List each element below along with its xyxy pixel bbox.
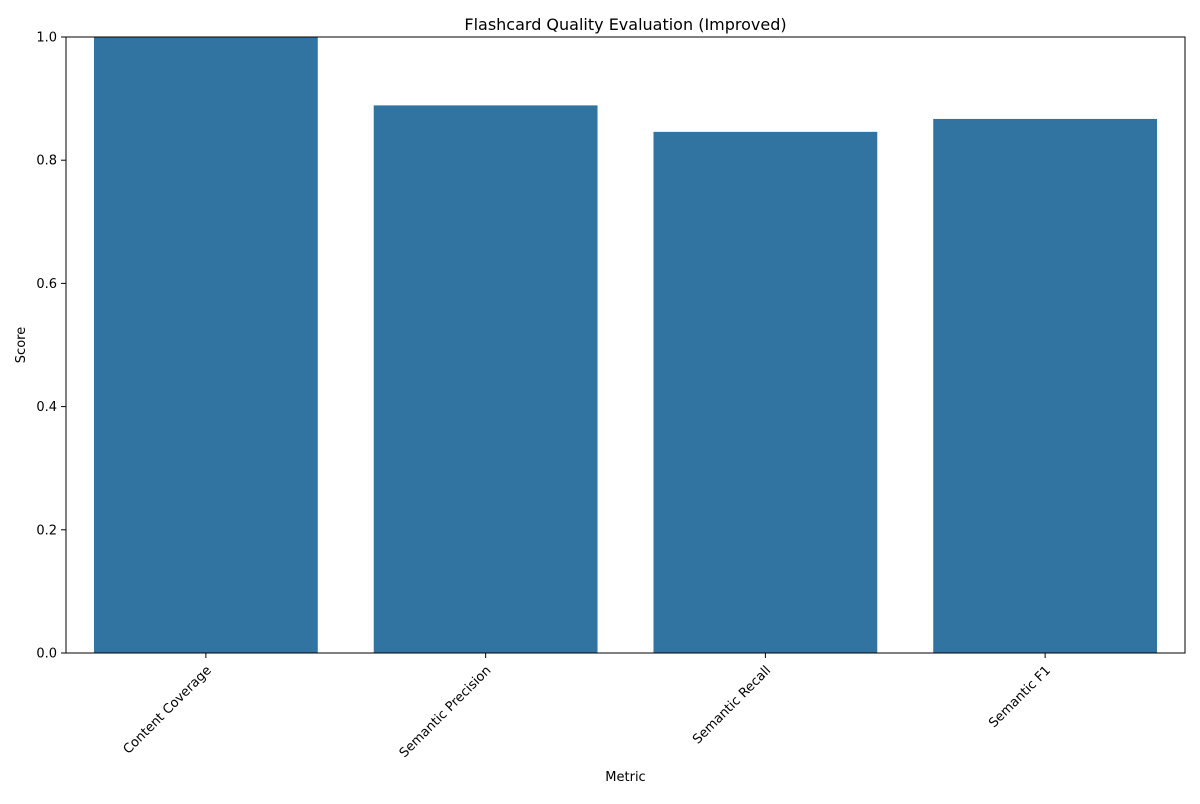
bar-semantic-precision (373, 105, 598, 653)
bar-semantic-recall (653, 131, 878, 654)
y-tick-label: 0.6 (36, 277, 57, 292)
x-tick-label: Semantic Precision (397, 663, 495, 761)
y-tick-label: 0.4 (36, 400, 57, 415)
x-axis-label: Metric (605, 770, 645, 785)
x-axis: Content Coverage Semantic Precision Semant… (121, 653, 1054, 761)
x-tick-label: Content Coverage (121, 663, 215, 757)
x-tick-label: Semantic F1 (986, 663, 1054, 731)
bar-content-coverage (93, 37, 318, 653)
y-axis-label: Score (14, 327, 29, 363)
bars-group (93, 37, 1158, 654)
plot-frame (65, 36, 1186, 654)
x-tick-label: Semantic Recall (690, 663, 774, 747)
y-tick-label: 0.8 (36, 154, 57, 169)
y-axis: 0.0 0.2 0.4 0.6 0.8 1.0 (36, 31, 66, 662)
y-tick-label: 0.2 (36, 523, 57, 538)
y-tick-label: 1.0 (36, 31, 57, 46)
chart-title: Flashcard Quality Evaluation (Improved) (464, 15, 786, 34)
y-tick-label: 0.0 (36, 647, 57, 662)
bar-semantic-f1 (933, 118, 1158, 654)
